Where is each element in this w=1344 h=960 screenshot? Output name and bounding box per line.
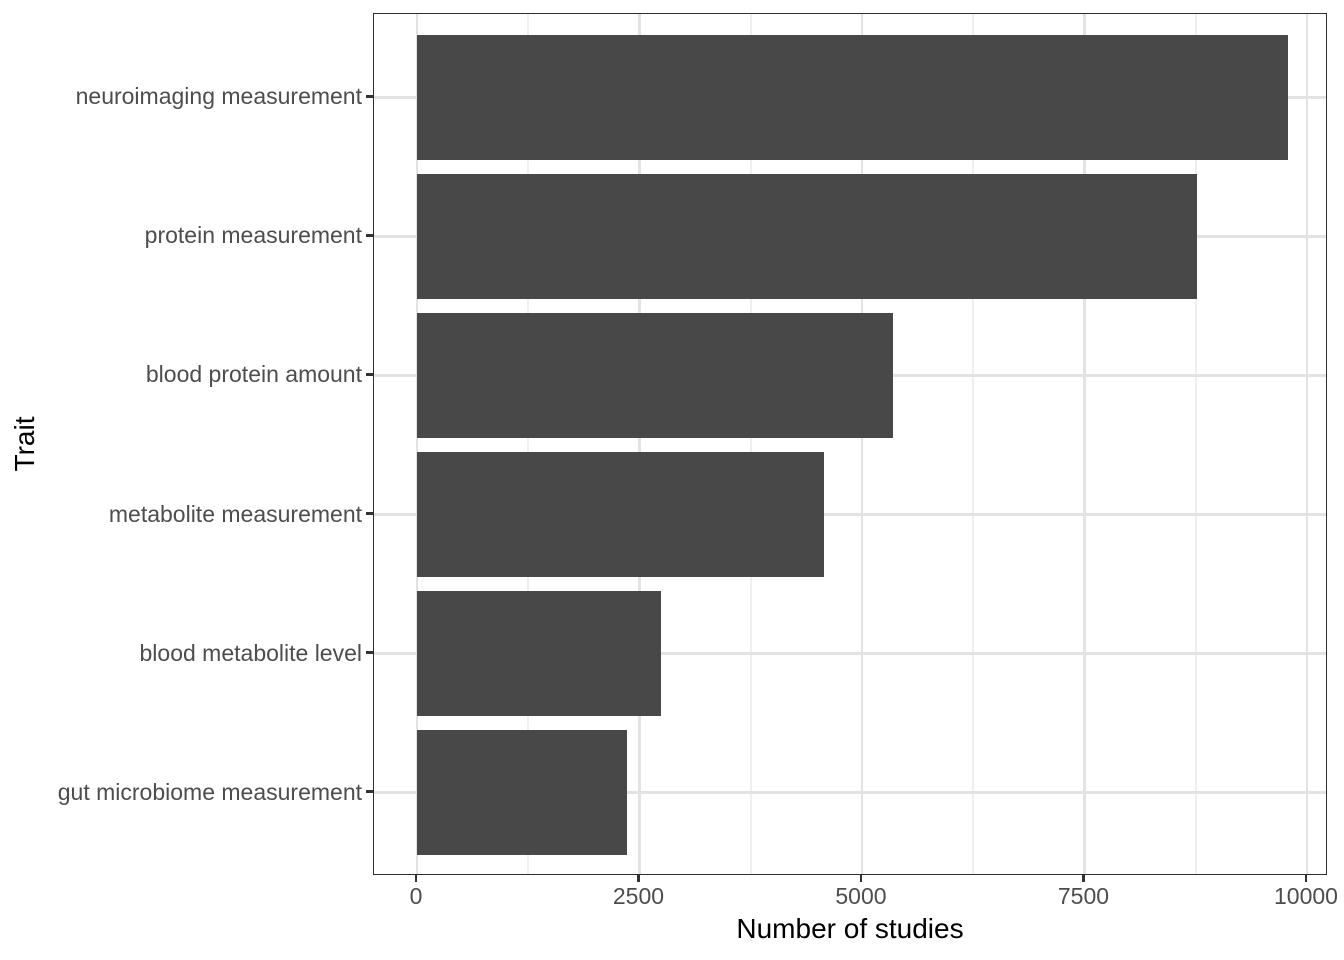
y-gridline-major <box>374 652 1326 655</box>
x-gridline-minor <box>527 14 530 874</box>
x-tick-label: 5000 <box>835 883 887 909</box>
y-category-label: protein measurement <box>144 222 362 249</box>
x-gridline-minor <box>1194 14 1197 874</box>
x-gridline-major <box>638 14 641 874</box>
y-category-label: metabolite measurement <box>108 500 362 527</box>
x-gridline-major <box>415 14 419 874</box>
x-axis-title: Number of studies <box>736 913 964 944</box>
bar-metabolite-measurement <box>416 451 824 578</box>
plot-panel <box>373 13 1327 875</box>
y-gridline-major <box>374 513 1326 516</box>
y-axis-title: Trait <box>9 416 40 472</box>
bar-protein-measurement <box>416 173 1197 299</box>
x-gridline-major <box>1083 14 1086 874</box>
x-gridline-major <box>860 14 864 874</box>
y-tick-mark <box>366 790 373 793</box>
y-category-label: neuroimaging measurement <box>75 83 362 110</box>
x-tick-label: 7500 <box>1057 883 1110 909</box>
x-tick-mark <box>859 875 863 882</box>
bar-blood-protein-amount <box>416 312 894 439</box>
x-gridline-major <box>1305 14 1309 874</box>
x-tick-mark <box>414 875 418 882</box>
x-tick-label: 2500 <box>612 883 665 909</box>
x-gridline-minor <box>749 14 752 874</box>
x-gridline-minor <box>972 14 975 874</box>
y-tick-mark <box>366 651 373 654</box>
y-gridline-major <box>374 791 1326 794</box>
y-tick-mark <box>366 234 373 237</box>
x-tick-mark <box>1082 875 1085 882</box>
x-tick-mark <box>637 875 640 882</box>
y-category-label: blood metabolite level <box>139 639 362 666</box>
bar-blood-metabolite-level <box>416 590 661 717</box>
x-tick-mark <box>1304 875 1308 882</box>
x-tick-label: 0 <box>409 883 423 909</box>
bar-neuroimaging-measurement <box>416 34 1289 160</box>
bar-gut-microbiome-measurement <box>416 730 628 856</box>
y-tick-mark <box>366 512 373 515</box>
y-category-label: gut microbiome measurement <box>57 778 362 805</box>
y-tick-mark <box>366 95 373 98</box>
x-tick-label: 10000 <box>1274 883 1338 909</box>
y-category-label: blood protein amount <box>145 361 362 388</box>
y-tick-mark <box>366 373 373 376</box>
